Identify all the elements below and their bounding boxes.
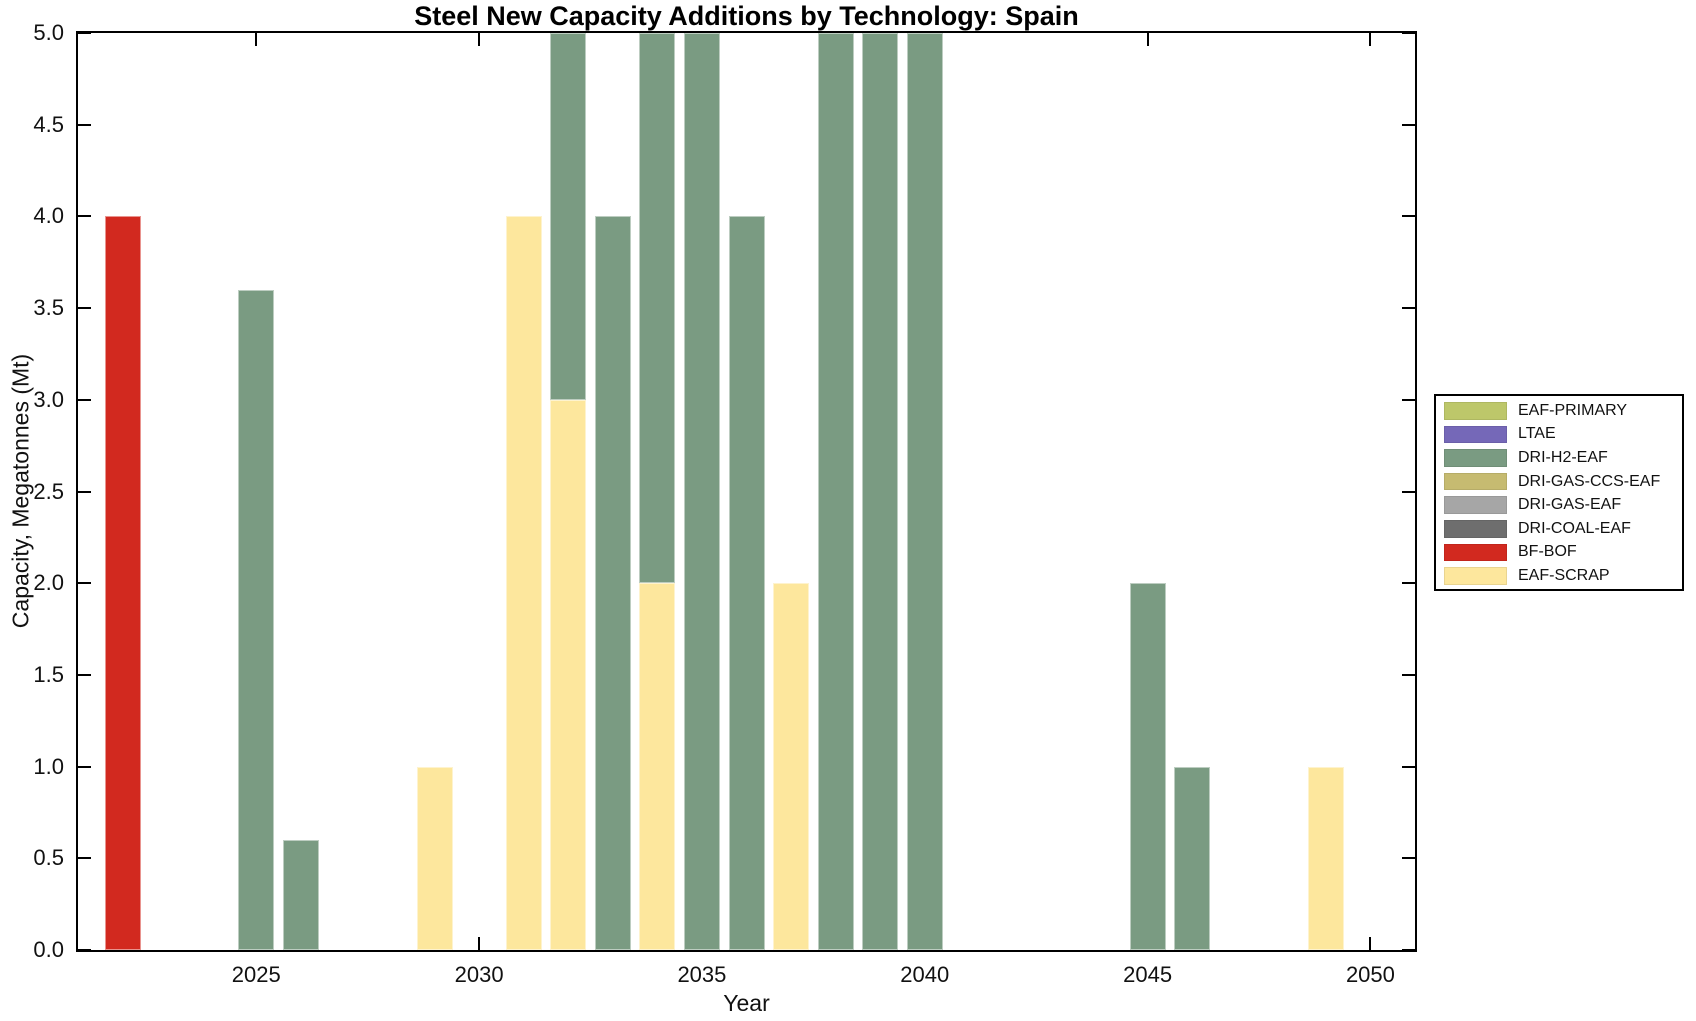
legend-item: DRI-GAS-CCS-EAF <box>1444 470 1682 494</box>
x-tick-label: 2035 <box>677 962 727 987</box>
legend-item: LTAE <box>1444 423 1682 447</box>
y-tick-right <box>1402 949 1415 951</box>
x-axis-label: Year <box>723 990 770 1016</box>
bar-2032-eaf-scrap <box>550 399 587 950</box>
legend-label: LTAE <box>1518 425 1556 443</box>
x-tick <box>478 937 481 950</box>
bar-2032-dri-h2-eaf <box>550 33 587 400</box>
legend-item: DRI-H2-EAF <box>1444 446 1682 470</box>
y-tick <box>78 32 91 34</box>
legend-label: DRI-GAS-CCS-EAF <box>1518 472 1661 490</box>
y-tick-right <box>1402 123 1415 126</box>
bar-2035-dri-h2-eaf <box>683 33 720 950</box>
y-tick-label: 2.5 <box>33 478 64 504</box>
x-tick <box>1369 937 1372 950</box>
bar-2036-dri-h2-eaf <box>728 216 765 950</box>
y-tick <box>78 673 91 676</box>
y-tick <box>78 398 91 401</box>
x-tick-label: 2045 <box>1123 962 1173 987</box>
y-tick-right <box>1402 582 1415 585</box>
bar-2049-eaf-scrap <box>1307 766 1344 950</box>
x-tick-label: 2030 <box>454 962 504 987</box>
y-tick <box>78 215 91 218</box>
legend-swatch-eaf-scrap <box>1444 567 1507 585</box>
bar-2045-dri-h2-eaf <box>1129 583 1166 950</box>
y-tick <box>78 765 91 768</box>
bar-2046-dri-h2-eaf <box>1174 766 1211 950</box>
legend-label: BF-BOF <box>1518 543 1577 561</box>
y-tick-label: 1.5 <box>33 661 64 687</box>
y-tick <box>78 857 91 860</box>
legend-swatch-dri-gas-ccs-eaf <box>1444 472 1507 491</box>
bar-2034-eaf-scrap <box>639 583 676 950</box>
bar-2033-dri-h2-eaf <box>594 216 631 950</box>
legend-swatch-dri-coal-eaf <box>1444 520 1507 538</box>
plot-area <box>76 31 1417 952</box>
legend: EAF-PRIMARY LTAE DRI-H2-EAF DRI-GAS-CCS-EAF… <box>1434 394 1684 591</box>
y-tick-label: 2.0 <box>33 570 64 596</box>
legend-label: DRI-H2-EAF <box>1518 448 1608 466</box>
y-tick-label: 1.0 <box>33 753 64 779</box>
legend-swatch-bf-bof <box>1444 543 1507 562</box>
legend-swatch-eaf-primary <box>1444 402 1507 420</box>
y-tick-right <box>1402 765 1415 768</box>
x-tick-top <box>255 33 258 46</box>
y-tick-right <box>1402 32 1415 34</box>
y-tick-right <box>1402 857 1415 860</box>
x-tick-top <box>1146 33 1149 46</box>
bar-2025-dri-h2-eaf <box>238 289 275 950</box>
bar-2039-dri-h2-eaf <box>862 33 899 950</box>
y-tick-label: 0.0 <box>33 937 64 962</box>
y-tick <box>78 490 91 493</box>
x-tick-top <box>1369 33 1372 46</box>
y-tick <box>78 949 91 951</box>
x-tick-top <box>478 33 481 46</box>
legend-item: DRI-GAS-EAF <box>1444 493 1682 517</box>
x-tick-label: 2025 <box>231 962 281 987</box>
bar-2022-bf-bof <box>104 216 141 950</box>
legend-label: EAF-PRIMARY <box>1518 401 1628 419</box>
y-tick-right <box>1402 673 1415 676</box>
legend-item: EAF-PRIMARY <box>1444 399 1682 423</box>
bar-2026-dri-h2-eaf <box>282 840 319 950</box>
y-tick-label: 4.5 <box>33 111 64 137</box>
y-tick <box>78 123 91 126</box>
y-tick-right <box>1402 398 1415 401</box>
y-tick-label: 3.0 <box>33 386 64 412</box>
legend-label: DRI-GAS-EAF <box>1518 496 1622 514</box>
y-tick-label: 3.5 <box>33 295 64 321</box>
y-tick <box>78 582 91 585</box>
legend-item: BF-BOF <box>1444 541 1682 565</box>
y-tick-right <box>1402 490 1415 493</box>
y-tick <box>78 307 91 310</box>
legend-swatch-ltae <box>1444 425 1507 444</box>
legend-label: DRI-COAL-EAF <box>1518 519 1631 537</box>
y-tick-label: 4.0 <box>33 203 64 229</box>
x-tick-label: 2050 <box>1345 962 1395 987</box>
y-tick-label: 5.0 <box>33 20 64 45</box>
chart-title: Steel New Capacity Additions by Technolo… <box>414 1 1079 31</box>
y-tick-right <box>1402 307 1415 310</box>
bar-2029-eaf-scrap <box>416 766 453 950</box>
y-tick-right <box>1402 215 1415 218</box>
legend-swatch-dri-gas-eaf <box>1444 496 1507 514</box>
legend-swatch-dri-h2-eaf <box>1444 449 1507 467</box>
legend-label: EAF-SCRAP <box>1518 566 1610 584</box>
bar-2034-dri-h2-eaf <box>639 33 676 584</box>
legend-item: EAF-SCRAP <box>1444 564 1682 588</box>
y-tick-label: 0.5 <box>33 845 64 871</box>
bar-2031-eaf-scrap <box>505 216 542 950</box>
legend-item: DRI-COAL-EAF <box>1444 517 1682 541</box>
x-tick-label: 2040 <box>900 962 950 987</box>
bar-2038-dri-h2-eaf <box>817 33 854 950</box>
bar-2037-eaf-scrap <box>773 583 810 950</box>
bar-2040-dri-h2-eaf <box>906 33 943 950</box>
